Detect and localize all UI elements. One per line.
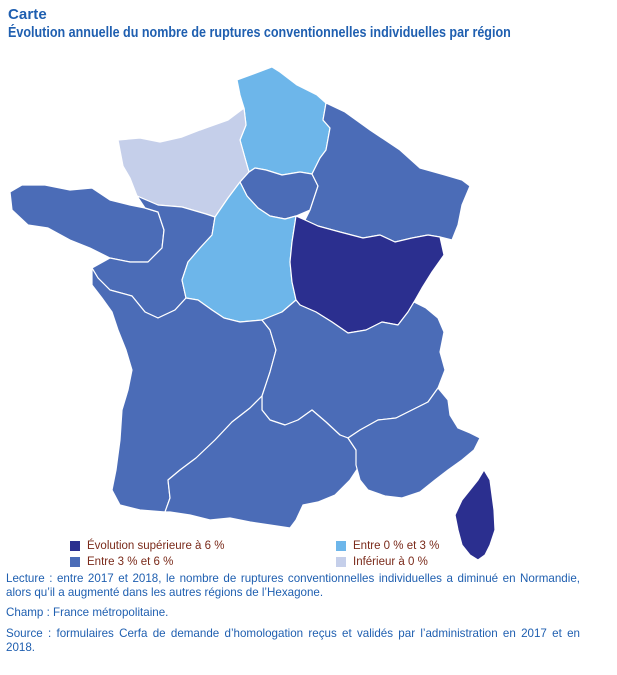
figure-title: Évolution annuelle du nombre de ruptures… <box>8 25 511 41</box>
legend-label: Évolution supérieure à 6 % <box>87 540 225 552</box>
legend-label: Entre 3 % et 6 % <box>87 556 174 568</box>
region-occitanie <box>164 395 361 529</box>
legend-item-neg: Inférieur à 0 % <box>336 556 428 568</box>
region-corse <box>454 469 496 561</box>
legend-swatch <box>336 557 346 567</box>
region-provence-alpes-c-te-d-azur <box>347 387 481 499</box>
note-champ: Champ : France métropolitaine. <box>6 606 169 620</box>
note-source: Source : formulaires Cerfa de demande d’… <box>6 626 580 654</box>
legend-swatch <box>70 541 80 551</box>
legend-label: Inférieur à 0 % <box>353 556 428 568</box>
figure-notes: Lecture : entre 2017 et 2018, le nombre … <box>6 572 580 661</box>
legend-swatch <box>70 557 80 567</box>
note-lecture: Lecture : entre 2017 et 2018, le nombre … <box>6 572 580 600</box>
region-grand-est <box>304 102 471 243</box>
region-hauts-de-france <box>236 66 331 176</box>
legend-label: Entre 0 % et 3 % <box>353 540 440 552</box>
map-legend: Évolution supérieure à 6 % Entre 3 % et … <box>0 536 617 570</box>
figure-kicker: Carte <box>8 6 47 23</box>
legend-swatch <box>336 541 346 551</box>
legend-item-0-3: Entre 0 % et 3 % <box>336 540 439 552</box>
legend-item-sup6: Évolution supérieure à 6 % <box>70 540 224 552</box>
legend-item-3-6: Entre 3 % et 6 % <box>70 556 173 568</box>
